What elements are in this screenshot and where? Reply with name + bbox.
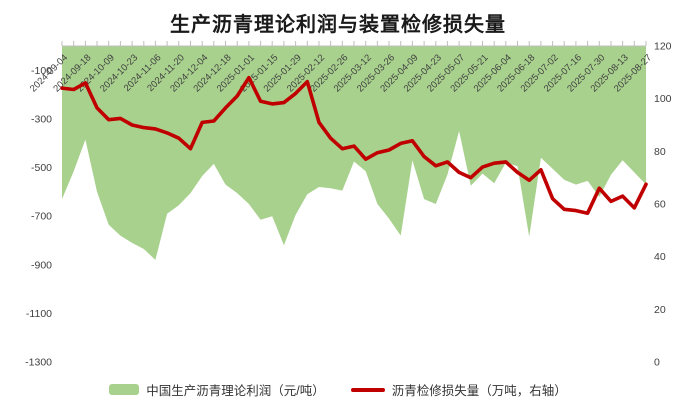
svg-text:-100: -100 xyxy=(31,65,52,77)
svg-text:60: 60 xyxy=(654,199,666,211)
profit-area-swatch xyxy=(109,384,140,395)
svg-text:-300: -300 xyxy=(31,113,52,125)
svg-text:80: 80 xyxy=(654,146,666,158)
right-axis-labels: 120 100 80 60 40 20 0 xyxy=(654,41,672,369)
chart-legend: 中国生产沥青理论利润（元/吨） 沥青检修损失量（万吨，右轴） xyxy=(0,380,676,399)
svg-text:0: 0 xyxy=(654,357,660,369)
svg-text:120: 120 xyxy=(654,41,672,53)
profit-area-series xyxy=(62,46,646,260)
svg-text:20: 20 xyxy=(654,304,666,316)
svg-text:-1100: -1100 xyxy=(26,308,52,320)
left-axis-labels: -100 -300 -500 -700 -900 -1100 -1300 xyxy=(25,65,52,369)
chart-title: 生产沥青理论利润与装置检修损失量 xyxy=(170,14,506,36)
svg-text:-900: -900 xyxy=(31,259,52,271)
category-axis xyxy=(61,41,647,47)
legend-item-loss: 沥青检修损失量（万吨，右轴） xyxy=(350,380,567,399)
loss-line-series xyxy=(60,75,648,215)
profit-legend-label: 中国生产沥青理论利润（元/吨） xyxy=(146,384,325,398)
svg-text:100: 100 xyxy=(654,93,672,105)
svg-text:-500: -500 xyxy=(31,162,52,174)
svg-text:40: 40 xyxy=(654,251,666,263)
legend-item-profit: 中国生产沥青理论利润（元/吨） xyxy=(109,380,325,399)
svg-text:-700: -700 xyxy=(31,211,52,223)
loss-line-swatch xyxy=(350,387,385,392)
svg-text:-1300: -1300 xyxy=(25,357,52,369)
loss-legend-label: 沥青检修损失量（万吨，右轴） xyxy=(391,384,567,398)
